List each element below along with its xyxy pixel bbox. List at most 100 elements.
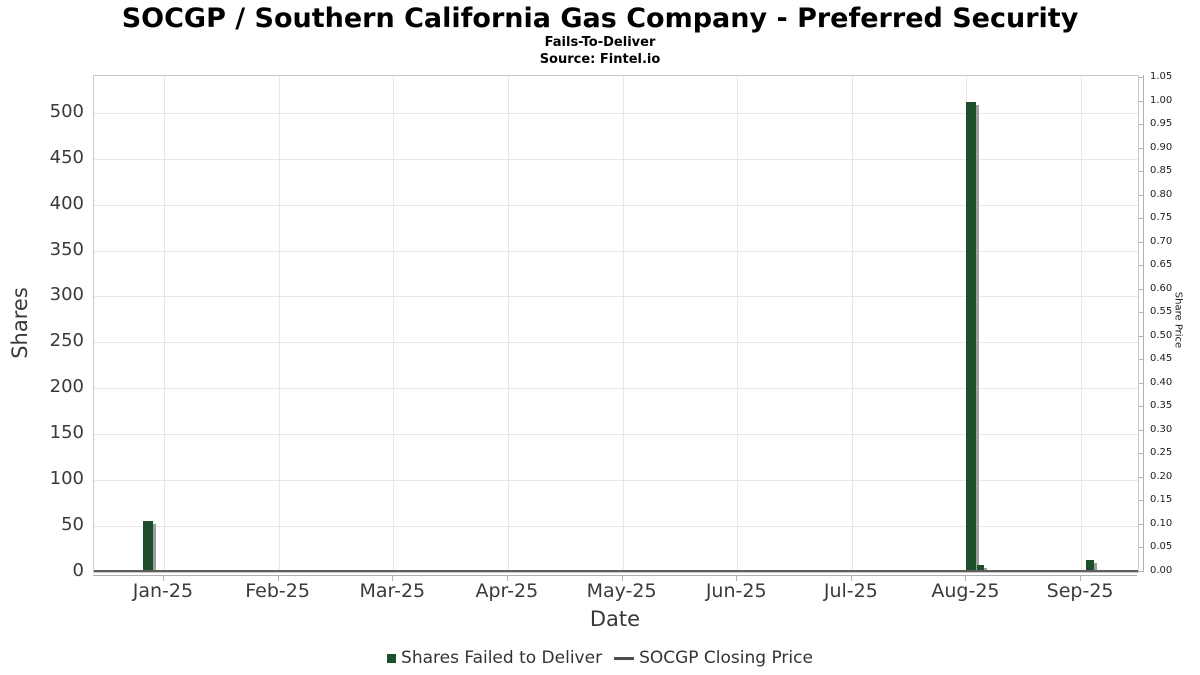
x-gridline — [1081, 76, 1083, 572]
x-axis-tick-label: May-25 — [586, 580, 657, 602]
right-axis-tick — [1139, 241, 1143, 243]
legend-item-shares: Shares Failed to Deliver — [387, 648, 602, 668]
y-gridline — [94, 296, 1138, 298]
left-axis-tick-label: 0 — [72, 560, 84, 581]
x-axis-tick — [162, 576, 164, 581]
x-gridline — [507, 76, 509, 572]
x-axis-tick-label: Apr-25 — [475, 580, 539, 602]
right-axis-tick-label: 0.25 — [1150, 447, 1173, 459]
right-axis-tick-label: 0.85 — [1150, 165, 1173, 177]
right-axis-tick-label: 0.35 — [1150, 400, 1173, 412]
y-gridline — [94, 158, 1138, 160]
right-axis-tick — [1139, 382, 1143, 384]
right-axis-tick — [1139, 312, 1143, 314]
ftd-bar[interactable] — [142, 521, 153, 572]
x-axis-tick-label: Mar-25 — [359, 580, 426, 602]
y-gridline — [94, 342, 1138, 344]
left-axis-tick-label: 50 — [61, 514, 84, 536]
x-gridline — [278, 76, 280, 572]
right-axis-tick-label: 0.45 — [1150, 353, 1173, 365]
chart-subtitle: Fails-To-Deliver — [544, 35, 656, 50]
x-axis-tick-label: Sep-25 — [1046, 580, 1114, 602]
right-axis-tick — [1139, 194, 1143, 196]
y-gridline — [94, 434, 1138, 436]
y-gridline — [94, 250, 1138, 252]
right-axis-tick — [1139, 476, 1143, 478]
right-axis-tick — [1139, 359, 1143, 361]
right-axis-tick-label: 0.00 — [1150, 565, 1173, 576]
left-axis-tick-label: 500 — [49, 100, 84, 122]
left-axis-tick-label: 350 — [49, 238, 84, 260]
right-axis-tick — [1139, 218, 1143, 220]
right-axis-tick-label: 0.65 — [1150, 259, 1173, 271]
right-axis-tick-label: 0.05 — [1150, 541, 1173, 553]
right-axis-tick — [1139, 124, 1143, 126]
right-axis-tick — [1139, 523, 1143, 525]
legend-item-price: SOCGP Closing Price — [614, 648, 813, 668]
x-axis-tick — [392, 576, 394, 581]
bar-series-swatch-icon — [387, 653, 397, 663]
y-gridline — [94, 388, 1138, 390]
right-axis-tick-label: 0.75 — [1150, 212, 1173, 224]
right-axis-tick — [1139, 100, 1143, 102]
right-axis-tick-label: 0.90 — [1150, 141, 1173, 153]
x-gridline — [393, 76, 395, 572]
x-gridline — [163, 76, 165, 572]
x-axis-tick — [621, 576, 623, 581]
right-axis-tick-label: 0.30 — [1150, 423, 1173, 435]
y-gridline — [94, 204, 1138, 206]
left-axis-tick-label: 150 — [49, 422, 84, 444]
left-axis-tick-label: 400 — [49, 192, 84, 214]
right-axis-tick-label: 1.05 — [1150, 71, 1173, 83]
x-axis-tick-label: Aug-25 — [931, 580, 1000, 602]
right-axis-tick — [1139, 335, 1143, 337]
right-axis-tick — [1139, 429, 1143, 431]
legend-label-price: SOCGP Closing Price — [639, 648, 813, 668]
right-axis-tick — [1139, 500, 1143, 502]
right-axis-tick — [1139, 288, 1143, 290]
right-axis-tick-label: 0.20 — [1150, 470, 1173, 482]
right-axis-tick-label: 1.00 — [1150, 94, 1173, 106]
y-gridline — [94, 526, 1138, 528]
right-axis-tick-label: 0.70 — [1150, 235, 1173, 247]
right-axis-tick — [1139, 147, 1143, 149]
x-axis-tick — [506, 576, 508, 581]
legend-label-shares: Shares Failed to Deliver — [401, 648, 603, 668]
y-gridline — [94, 480, 1138, 482]
right-axis-tick-label: 0.15 — [1150, 494, 1173, 506]
x-axis-tick — [736, 576, 738, 581]
right-axis-tick — [1139, 571, 1143, 572]
chart-title: SOCGP / Southern California Gas Company … — [121, 3, 1079, 34]
x-gridline — [622, 76, 624, 572]
chart-source-label: Source: Fintel.io — [539, 52, 661, 67]
right-axis-tick — [1139, 406, 1143, 408]
ftd-bar[interactable] — [976, 564, 984, 572]
x-gridline — [737, 76, 739, 572]
legend: Shares Failed to Deliver SOCGP Closing P… — [0, 648, 1200, 668]
y-gridline — [94, 112, 1138, 114]
right-axis-tick-label: 0.40 — [1150, 376, 1173, 388]
right-axis-spine — [1143, 75, 1144, 572]
x-axis-tick — [965, 576, 967, 581]
x-axis-spine — [93, 575, 1137, 576]
left-axis-tick-label: 450 — [49, 146, 84, 168]
right-axis-tick-label: 0.50 — [1150, 329, 1173, 341]
right-axis-tick — [1139, 453, 1143, 455]
x-axis-tick-label: Jul-25 — [823, 580, 878, 602]
right-axis-tick — [1139, 77, 1143, 79]
x-gridline — [851, 76, 853, 572]
left-axis-tick-label: 300 — [49, 284, 84, 306]
right-axis-tick — [1139, 265, 1143, 267]
x-axis-tick-label: Feb-25 — [245, 580, 310, 602]
left-axis-tick-label: 200 — [49, 376, 84, 398]
x-axis-tick-label: Jun-25 — [705, 580, 767, 602]
right-axis-tick-label: 0.55 — [1150, 306, 1173, 318]
right-axis-tick — [1139, 547, 1143, 549]
ftd-bar[interactable] — [966, 101, 977, 572]
ftd-bar[interactable] — [1086, 560, 1095, 572]
left-axis-tick-label: 100 — [49, 468, 84, 490]
right-axis-tick-label: 0.60 — [1150, 282, 1173, 294]
plot-area — [93, 75, 1139, 573]
left-axis-tick-label: 250 — [49, 330, 84, 352]
